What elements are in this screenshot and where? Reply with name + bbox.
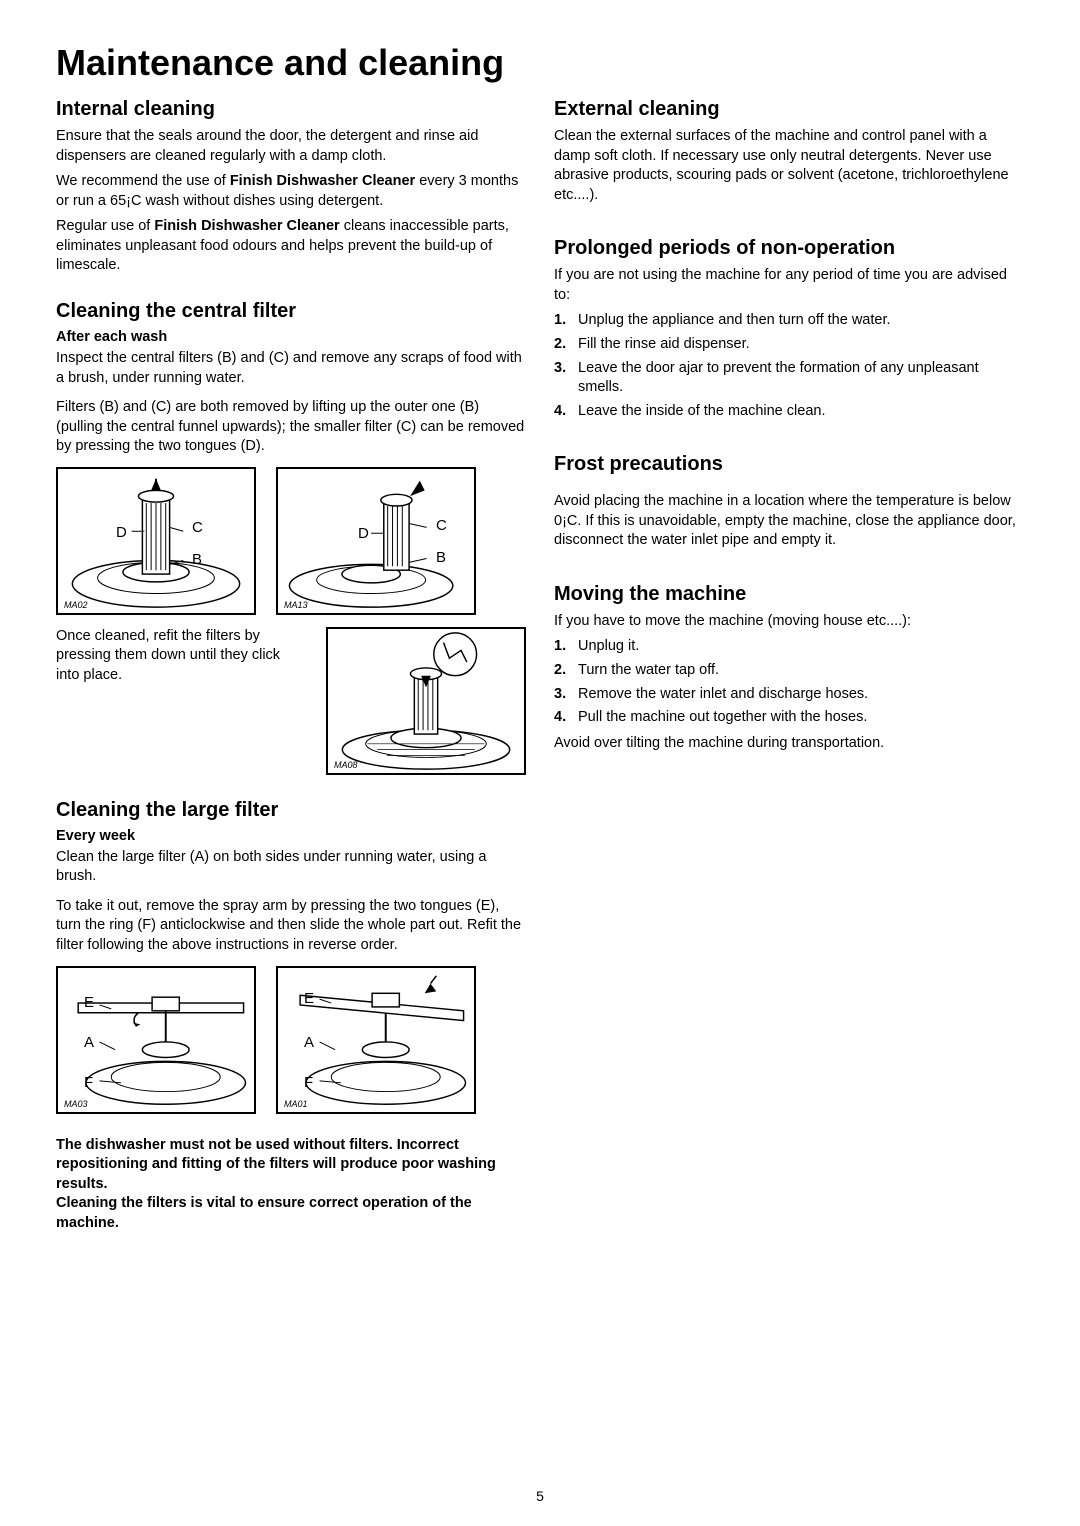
- figure-id: MA03: [64, 1099, 88, 1109]
- list-item: 4.Leave the inside of the machine clean.: [554, 402, 1024, 422]
- paragraph: Avoid over tilting the machine during tr…: [554, 734, 1024, 754]
- section-central-filter: Cleaning the central filter After each w…: [56, 300, 526, 775]
- figure-label-e: E: [304, 990, 314, 1007]
- list-item: 3.Leave the door ajar to prevent the for…: [554, 359, 1024, 398]
- list-text: Turn the water tap off.: [578, 661, 1024, 681]
- section-internal-cleaning: Internal cleaning Ensure that the seals …: [56, 98, 526, 276]
- heading-central-filter: Cleaning the central filter: [56, 300, 526, 323]
- paragraph: If you are not using the machine for any…: [554, 266, 1024, 305]
- section-large-filter: Cleaning the large filter Every week Cle…: [56, 799, 526, 1234]
- figure-label-b: B: [436, 549, 446, 566]
- content-columns: Internal cleaning Ensure that the seals …: [56, 98, 1024, 1257]
- list-number: 3.: [554, 359, 578, 398]
- list-text: Pull the machine out together with the h…: [578, 708, 1024, 728]
- paragraph: Avoid placing the machine in a location …: [554, 492, 1024, 551]
- figure-ma08: MA08: [326, 627, 526, 775]
- paragraph: Clean the large filter (A) on both sides…: [56, 848, 526, 887]
- figure-label-d: D: [116, 524, 127, 541]
- list-prolonged: 1.Unplug the appliance and then turn off…: [554, 311, 1024, 421]
- paragraph: Regular use of Finish Dishwasher Cleaner…: [56, 217, 526, 276]
- list-number: 4.: [554, 402, 578, 422]
- figure-label-c: C: [436, 517, 447, 534]
- paragraph: If you have to move the machine (moving …: [554, 612, 1024, 632]
- text: Regular use of: [56, 218, 154, 234]
- heading-internal-cleaning: Internal cleaning: [56, 98, 526, 121]
- product-name: Finish Dishwasher Cleaner: [230, 173, 415, 189]
- list-item: 1.Unplug it.: [554, 637, 1024, 657]
- figure-ma02: D C B MA02: [56, 467, 256, 615]
- list-item: 1.Unplug the appliance and then turn off…: [554, 311, 1024, 331]
- list-number: 1.: [554, 311, 578, 331]
- figure-caption-row: Once cleaned, refit the filters by press…: [56, 627, 526, 775]
- paragraph: Clean the external surfaces of the machi…: [554, 127, 1024, 205]
- list-text: Remove the water inlet and discharge hos…: [578, 685, 1024, 705]
- subheading-after-each-wash: After each wash: [56, 329, 526, 345]
- page-number: 5: [0, 1488, 1080, 1504]
- list-item: 4.Pull the machine out together with the…: [554, 708, 1024, 728]
- figure-label-f: F: [84, 1074, 93, 1091]
- figure-ma13: D C B MA13: [276, 467, 476, 615]
- text: We recommend the use of: [56, 173, 230, 189]
- list-number: 2.: [554, 335, 578, 355]
- list-text: Leave the inside of the machine clean.: [578, 402, 1024, 422]
- figure-label-f: F: [304, 1074, 313, 1091]
- section-external-cleaning: External cleaning Clean the external sur…: [554, 98, 1024, 205]
- figure-id: MA13: [284, 600, 308, 610]
- list-number: 1.: [554, 637, 578, 657]
- list-item: 3.Remove the water inlet and discharge h…: [554, 685, 1024, 705]
- figure-label-b: B: [192, 551, 202, 568]
- page-title: Maintenance and cleaning: [56, 42, 1024, 84]
- figure-id: MA01: [284, 1099, 308, 1109]
- list-text: Unplug it.: [578, 637, 1024, 657]
- list-number: 3.: [554, 685, 578, 705]
- figure-label-e: E: [84, 994, 94, 1011]
- left-column: Internal cleaning Ensure that the seals …: [56, 98, 526, 1257]
- figure-label-a: A: [304, 1034, 314, 1051]
- section-frost: Frost precautions Avoid placing the mach…: [554, 453, 1024, 551]
- heading-large-filter: Cleaning the large filter: [56, 799, 526, 822]
- figure-id: MA08: [334, 760, 358, 770]
- warning-paragraph: The dishwasher must not be used without …: [56, 1136, 526, 1234]
- paragraph: We recommend the use of Finish Dishwashe…: [56, 172, 526, 211]
- figure-label-d: D: [358, 525, 369, 542]
- heading-moving: Moving the machine: [554, 583, 1024, 606]
- list-text: Unplug the appliance and then turn off t…: [578, 311, 1024, 331]
- list-text: Fill the rinse aid dispenser.: [578, 335, 1024, 355]
- paragraph: To take it out, remove the spray arm by …: [56, 897, 526, 956]
- heading-frost: Frost precautions: [554, 453, 1024, 476]
- figure-label-c: C: [192, 519, 203, 536]
- figure-label-a: A: [84, 1034, 94, 1051]
- paragraph: Filters (B) and (C) are both removed by …: [56, 398, 526, 457]
- figure-caption: Once cleaned, refit the filters by press…: [56, 627, 306, 686]
- figure-row: D C B MA02: [56, 467, 526, 615]
- figure-row: E A F MA03: [56, 966, 526, 1114]
- paragraph: Inspect the central filters (B) and (C) …: [56, 349, 526, 388]
- figure-ma01: E A F MA01: [276, 966, 476, 1114]
- figure-id: MA02: [64, 600, 88, 610]
- list-number: 4.: [554, 708, 578, 728]
- section-moving: Moving the machine If you have to move t…: [554, 583, 1024, 753]
- right-column: External cleaning Clean the external sur…: [554, 98, 1024, 1257]
- heading-external-cleaning: External cleaning: [554, 98, 1024, 121]
- list-number: 2.: [554, 661, 578, 681]
- list-item: 2.Fill the rinse aid dispenser.: [554, 335, 1024, 355]
- subheading-every-week: Every week: [56, 828, 526, 844]
- list-item: 2.Turn the water tap off.: [554, 661, 1024, 681]
- product-name: Finish Dishwasher Cleaner: [154, 218, 339, 234]
- heading-prolonged: Prolonged periods of non-operation: [554, 237, 1024, 260]
- section-prolonged: Prolonged periods of non-operation If yo…: [554, 237, 1024, 421]
- list-moving: 1.Unplug it. 2.Turn the water tap off. 3…: [554, 637, 1024, 727]
- list-text: Leave the door ajar to prevent the forma…: [578, 359, 1024, 398]
- figure-ma03: E A F MA03: [56, 966, 256, 1114]
- paragraph: Ensure that the seals around the door, t…: [56, 127, 526, 166]
